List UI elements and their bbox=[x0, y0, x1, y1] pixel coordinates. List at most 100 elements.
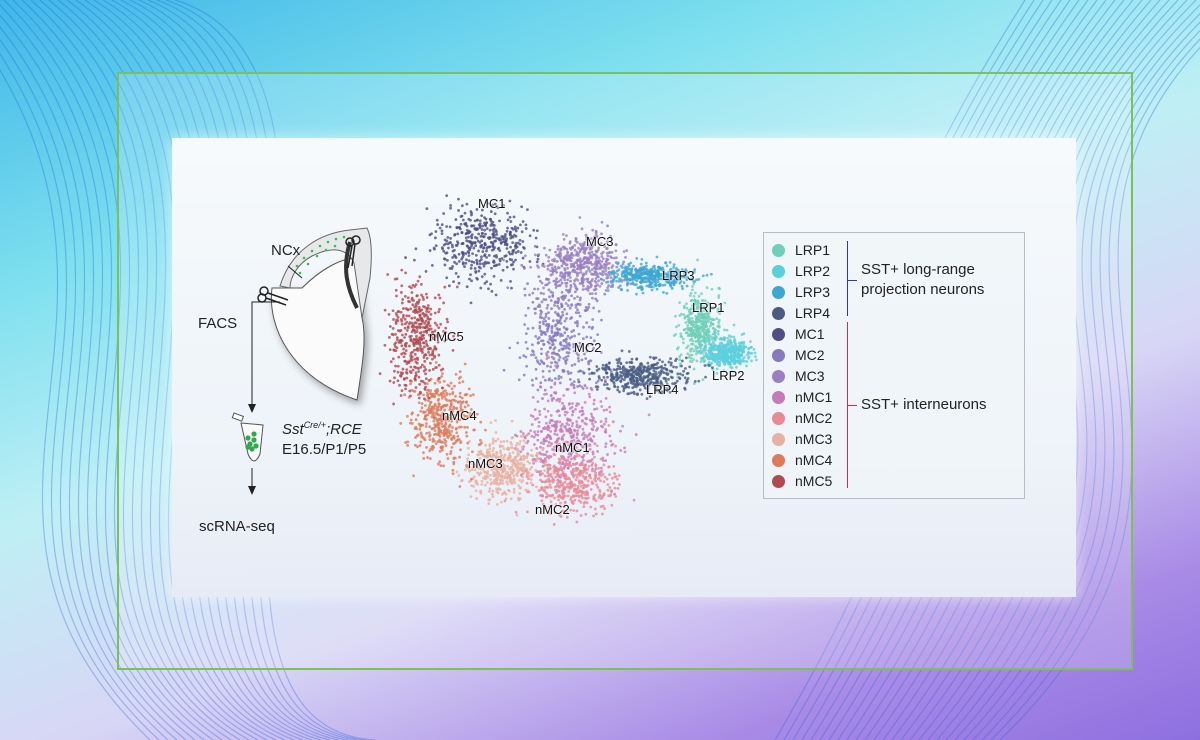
cell-point bbox=[561, 310, 564, 314]
cell-point bbox=[546, 444, 550, 448]
cell-point bbox=[639, 383, 643, 386]
cell-point bbox=[562, 339, 566, 343]
cell-point bbox=[445, 317, 449, 321]
cell-point bbox=[708, 310, 712, 314]
cell-point bbox=[400, 284, 404, 288]
cell-point bbox=[640, 379, 643, 383]
cell-point bbox=[613, 472, 617, 476]
cell-point bbox=[437, 293, 441, 297]
cell-point bbox=[691, 320, 695, 323]
cell-point bbox=[568, 241, 572, 245]
cell-point bbox=[564, 294, 568, 298]
cell-point bbox=[573, 391, 577, 395]
cell-point bbox=[697, 337, 701, 341]
cell-point bbox=[490, 266, 493, 270]
cell-point bbox=[443, 285, 447, 289]
cell-point bbox=[524, 488, 528, 492]
cell-point bbox=[564, 355, 568, 359]
cell-point bbox=[712, 347, 716, 351]
cell-point bbox=[574, 311, 578, 315]
cell-point bbox=[467, 259, 471, 263]
cell-point bbox=[457, 209, 460, 212]
cell-point bbox=[705, 273, 709, 277]
cell-point bbox=[520, 461, 523, 465]
cell-point bbox=[443, 257, 447, 261]
cell-point bbox=[526, 282, 529, 286]
cell-point bbox=[715, 317, 719, 321]
cell-point bbox=[729, 341, 733, 344]
cell-point bbox=[468, 240, 472, 244]
cell-point bbox=[480, 452, 484, 456]
cell-point bbox=[494, 228, 498, 232]
cell-point bbox=[574, 237, 578, 241]
cell-point bbox=[448, 399, 451, 403]
cell-point bbox=[492, 235, 496, 239]
cell-point bbox=[631, 382, 635, 386]
cell-point bbox=[583, 491, 587, 494]
cell-point bbox=[541, 448, 545, 452]
cell-point bbox=[682, 341, 685, 345]
cell-point bbox=[432, 426, 436, 430]
cell-point bbox=[555, 410, 559, 413]
cell-point bbox=[439, 322, 443, 326]
cell-point bbox=[538, 305, 542, 308]
cell-point bbox=[536, 257, 540, 261]
cell-point bbox=[734, 360, 738, 363]
cell-point bbox=[430, 263, 434, 267]
cell-point bbox=[550, 329, 554, 333]
cell-point bbox=[423, 321, 426, 325]
cell-point bbox=[449, 206, 452, 210]
cell-point bbox=[466, 250, 470, 254]
cell-point bbox=[636, 286, 640, 290]
cell-point bbox=[686, 352, 690, 356]
cell-point bbox=[387, 336, 391, 339]
cell-point bbox=[716, 360, 719, 364]
cell-point bbox=[574, 303, 578, 307]
cell-point bbox=[605, 280, 608, 284]
cell-point bbox=[558, 420, 562, 424]
cell-point bbox=[589, 342, 593, 346]
cell-point bbox=[692, 323, 696, 327]
cell-point bbox=[422, 393, 425, 397]
cell-point bbox=[482, 264, 486, 268]
cell-point bbox=[615, 358, 619, 362]
cell-point bbox=[475, 258, 479, 262]
cell-point bbox=[575, 320, 579, 323]
cell-point bbox=[716, 347, 720, 350]
cell-point bbox=[654, 283, 658, 287]
cell-point bbox=[564, 271, 568, 275]
cell-point bbox=[612, 368, 616, 372]
cell-point bbox=[598, 272, 602, 275]
cell-point bbox=[491, 203, 494, 207]
cell-point bbox=[408, 389, 412, 393]
cell-point bbox=[703, 315, 707, 319]
cell-point bbox=[411, 323, 415, 327]
cell-point bbox=[523, 267, 526, 270]
cell-point bbox=[614, 368, 618, 372]
cell-point bbox=[406, 443, 410, 447]
cell-point bbox=[560, 304, 564, 308]
cell-point bbox=[495, 487, 498, 491]
cell-point bbox=[495, 233, 499, 236]
cell-point bbox=[693, 302, 697, 306]
cell-point bbox=[547, 454, 551, 458]
cell-point bbox=[682, 306, 686, 310]
cell-point bbox=[476, 227, 480, 231]
cell-point bbox=[464, 261, 468, 265]
cell-point bbox=[587, 302, 591, 306]
cell-point bbox=[606, 488, 610, 492]
cell-point bbox=[725, 328, 729, 332]
cell-point bbox=[701, 319, 705, 323]
cell-point bbox=[478, 224, 482, 228]
cell-point bbox=[605, 383, 609, 386]
cell-point bbox=[687, 309, 691, 312]
cell-point bbox=[653, 269, 657, 273]
cell-point bbox=[576, 241, 579, 244]
cell-point bbox=[624, 255, 627, 259]
cell-point bbox=[580, 413, 584, 417]
cell-point bbox=[547, 255, 551, 259]
cell-point bbox=[578, 250, 582, 254]
cell-point bbox=[464, 252, 468, 255]
cell-point bbox=[667, 377, 670, 381]
cell-point bbox=[585, 321, 589, 325]
